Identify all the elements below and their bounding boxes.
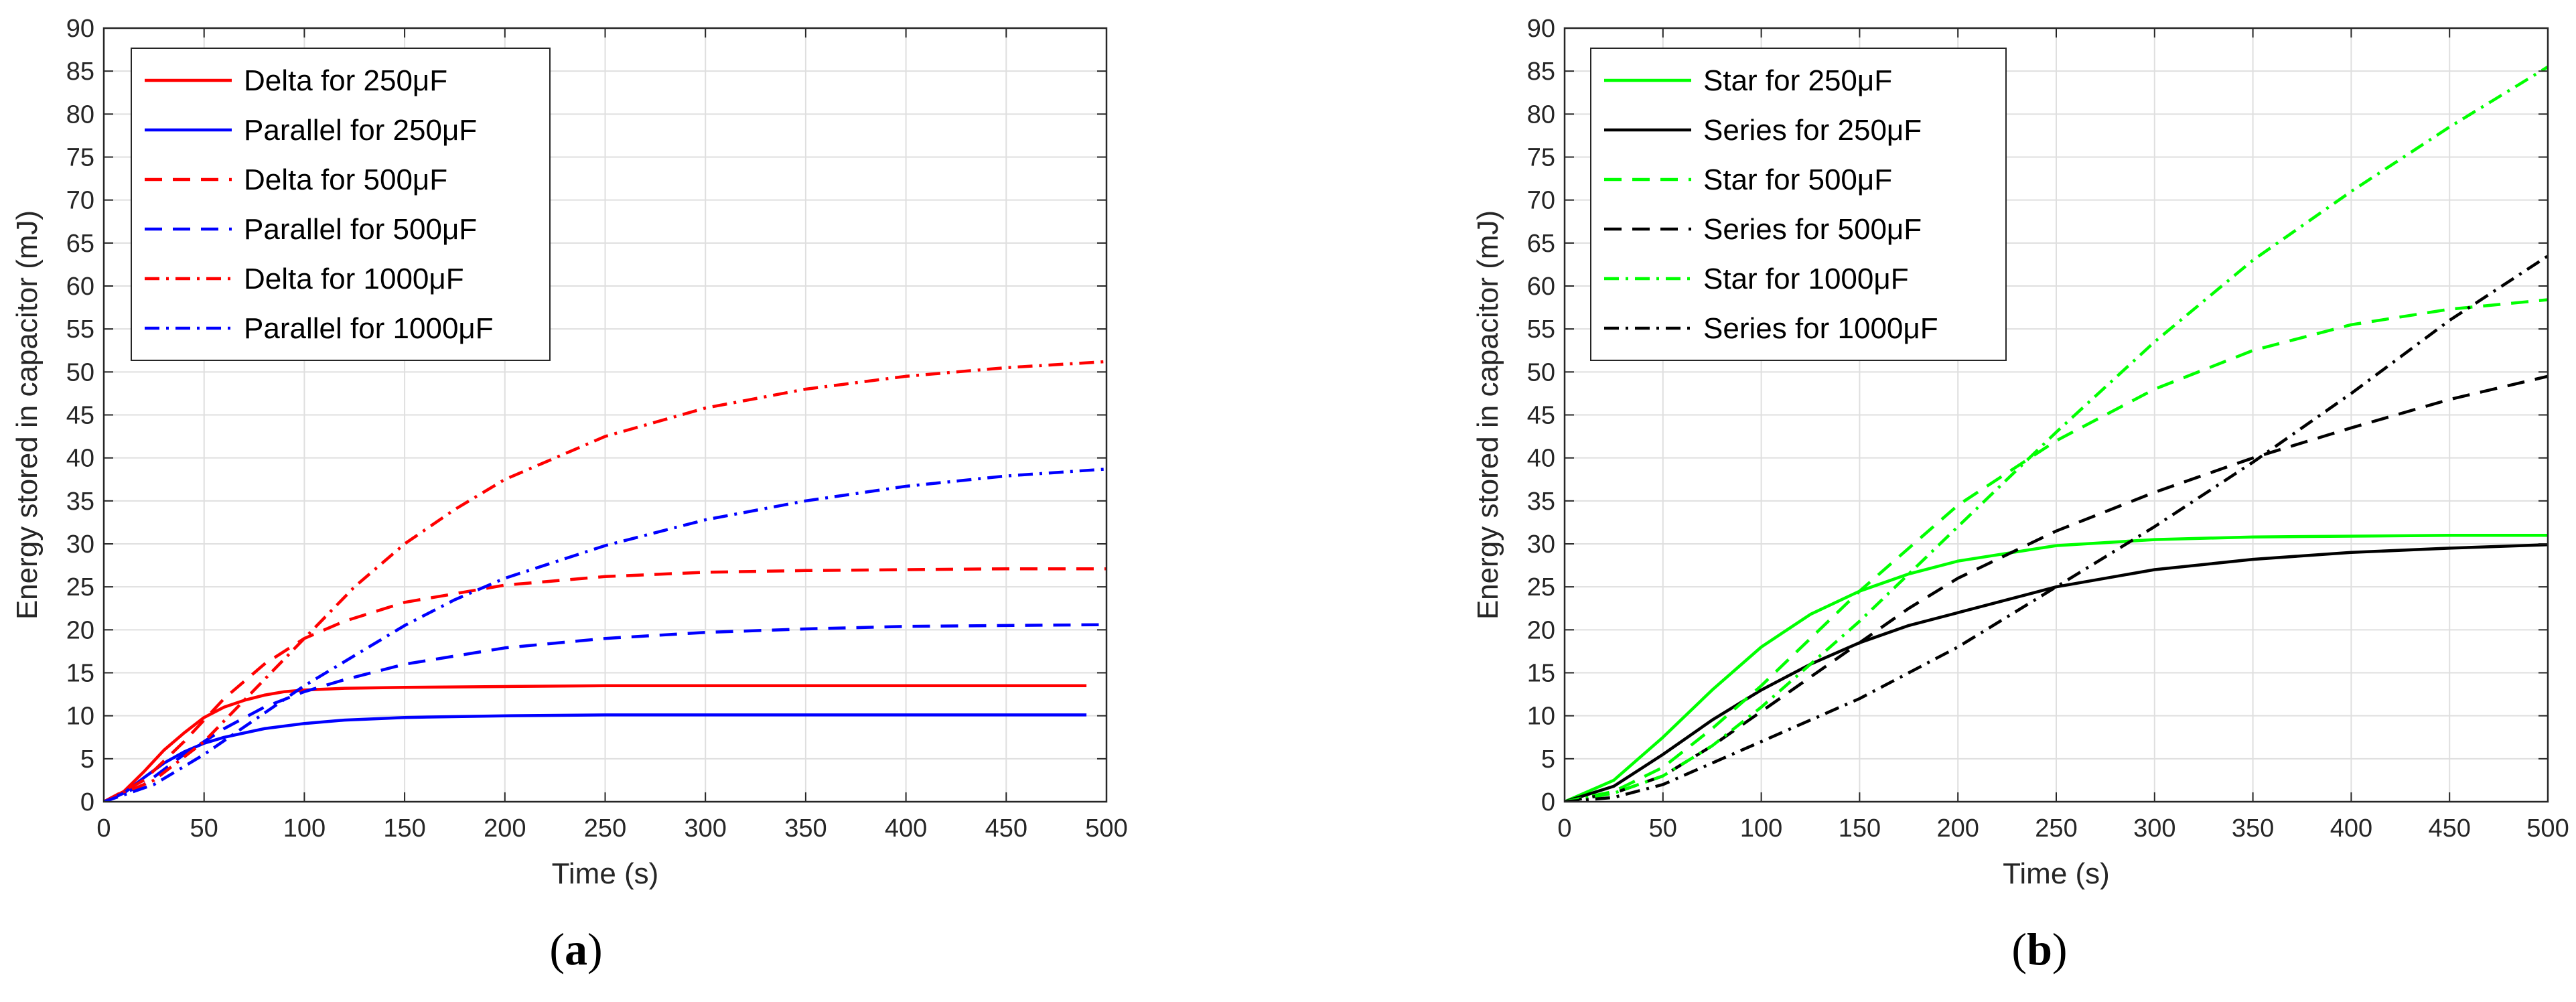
y-tick-label: 5	[1541, 745, 1555, 774]
legend-entry: Series for 1000μF	[1703, 312, 1938, 345]
chart-panel-a: 0 50 100 150 200 250 300 350 400 450 500 0 5 10 15 20 25…	[11, 15, 1128, 975]
panel-label: (a)	[549, 924, 602, 975]
x-tick-label: 250	[584, 814, 626, 843]
x-tick-label: 150	[1839, 814, 1881, 843]
legend-box	[1590, 48, 2007, 361]
y-tick-label: 80	[1527, 100, 1555, 129]
x-tick-label: 50	[1649, 814, 1677, 843]
y-tick-label: 75	[66, 144, 94, 172]
x-tick-label: 100	[283, 814, 326, 843]
legend-entry: Series for 250μF	[1703, 114, 1922, 147]
panel-label: (b)	[2011, 924, 2067, 975]
y-tick-label: 50	[66, 358, 94, 386]
x-tick-label: 400	[2330, 814, 2372, 843]
y-tick-label: 90	[66, 15, 94, 43]
y-tick-label: 30	[66, 530, 94, 559]
y-tick-label: 90	[1527, 15, 1555, 43]
y-tick-label: 65	[1527, 230, 1555, 258]
legend-entry: Delta for 250μF	[244, 64, 447, 97]
series-line-1	[1565, 533, 2548, 802]
legend-entry: Parallel for 250μF	[244, 114, 477, 147]
x-tick-label: 350	[784, 814, 827, 843]
y-tick-label: 45	[66, 402, 94, 430]
legend-entry: Delta for 500μF	[244, 163, 447, 196]
legend-entry: Star for 1000μF	[1703, 263, 1909, 295]
x-tick-label: 0	[96, 814, 111, 843]
y-tick-label: 35	[66, 488, 94, 516]
series-line-6	[1565, 255, 2548, 802]
y-tick-label: 55	[66, 315, 94, 344]
y-tick-label: 10	[1527, 703, 1555, 731]
y-tick-label: 20	[66, 616, 94, 644]
y-tick-label: 40	[66, 445, 94, 473]
x-tick-label: 100	[1740, 814, 1782, 843]
x-tick-label: 200	[1936, 814, 1979, 843]
x-tick-label: 500	[1085, 814, 1127, 843]
y-tick-label: 70	[66, 187, 94, 215]
series-line-3	[1565, 298, 2548, 802]
y-tick-label: 20	[1527, 616, 1555, 644]
x-axis-label: Time (s)	[2003, 857, 2110, 890]
y-tick-label: 10	[66, 703, 94, 731]
series-group	[1565, 65, 2548, 802]
chart-panel-b: 0 50 100 150 200 250 300 350 400 450 500 0 5 10 15 20 25…	[1472, 15, 2569, 975]
legend: Delta for 250μF Parallel for 250μF Delta f…	[131, 48, 551, 361]
x-axis-label: Time (s)	[552, 857, 659, 890]
x-tick-label: 50	[190, 814, 218, 843]
y-tick-label: 25	[1527, 573, 1555, 601]
y-tick-label: 40	[1527, 445, 1555, 473]
y-tick-label: 55	[1527, 315, 1555, 344]
x-tick-label: 300	[2133, 814, 2175, 843]
series-line-5	[1565, 65, 2548, 802]
y-tick-label: 5	[80, 745, 94, 774]
y-tick-label: 80	[66, 100, 94, 129]
series-line-5	[104, 360, 1106, 802]
legend-entry: Star for 250μF	[1703, 64, 1892, 97]
series-line-1	[104, 684, 1087, 802]
legend-entry: Series for 500μF	[1703, 213, 1922, 246]
legend-entry: Star for 500μF	[1703, 163, 1892, 196]
x-tick-label: 0	[1557, 814, 1571, 843]
series-group	[104, 360, 1106, 802]
series-line-2	[1565, 543, 2548, 802]
y-tick-label: 35	[1527, 488, 1555, 516]
series-line-4	[1565, 374, 2548, 802]
x-tick-label: 250	[2035, 814, 2077, 843]
y-axis-label: Energy stored in capacitor (mJ)	[1472, 210, 1504, 620]
x-tick-label: 150	[383, 814, 425, 843]
x-tick-label: 500	[2526, 814, 2569, 843]
series-line-3	[104, 567, 1106, 802]
y-tick-label: 45	[1527, 402, 1555, 430]
x-tick-label: 200	[484, 814, 526, 843]
x-tick-label: 300	[684, 814, 726, 843]
y-tick-label: 0	[1541, 788, 1555, 816]
x-tick-label: 350	[2232, 814, 2274, 843]
x-tick-label: 450	[985, 814, 1027, 843]
y-tick-label: 0	[80, 788, 94, 816]
y-tick-label: 70	[1527, 187, 1555, 215]
series-line-4	[104, 623, 1106, 802]
y-tick-label: 65	[66, 230, 94, 258]
y-tick-label: 60	[66, 273, 94, 301]
y-axis-label: Energy stored in capacitor (mJ)	[11, 210, 44, 620]
y-tick-label: 50	[1527, 358, 1555, 386]
legend-box	[131, 48, 551, 361]
y-tick-label: 15	[66, 660, 94, 688]
legend-entry: Parallel for 500μF	[244, 213, 477, 246]
series-line-6	[104, 468, 1106, 802]
x-tick-label: 450	[2428, 814, 2470, 843]
y-tick-label: 25	[66, 573, 94, 601]
y-tick-label: 75	[1527, 144, 1555, 172]
legend-entry: Parallel for 1000μF	[244, 312, 494, 345]
y-tick-label: 60	[1527, 273, 1555, 301]
y-tick-label: 15	[1527, 660, 1555, 688]
legend: Star for 250μF Series for 250μF Star for 5…	[1590, 48, 2007, 361]
y-tick-label: 85	[66, 58, 94, 86]
x-tick-label: 400	[885, 814, 927, 843]
y-tick-label: 85	[1527, 58, 1555, 86]
y-tick-label: 30	[1527, 530, 1555, 559]
legend-entry: Delta for 1000μF	[244, 263, 464, 295]
